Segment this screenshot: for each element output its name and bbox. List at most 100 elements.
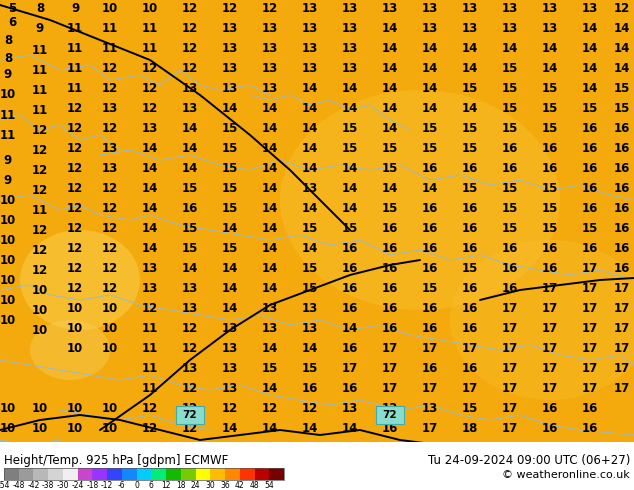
- Text: 15: 15: [582, 221, 598, 235]
- Text: 16: 16: [614, 201, 630, 215]
- Text: 15: 15: [222, 142, 238, 154]
- Text: 14: 14: [382, 22, 398, 34]
- Text: 14: 14: [262, 221, 278, 235]
- Text: 15: 15: [542, 201, 558, 215]
- Text: 16: 16: [382, 262, 398, 274]
- Text: 14: 14: [142, 201, 158, 215]
- Bar: [254, 468, 269, 480]
- Text: 13: 13: [422, 22, 438, 34]
- Text: 12: 12: [162, 481, 171, 490]
- Text: 15: 15: [422, 142, 438, 154]
- Text: 10: 10: [67, 321, 83, 335]
- Text: 9: 9: [4, 153, 12, 167]
- Text: 12: 12: [182, 42, 198, 54]
- Text: 54: 54: [264, 481, 274, 490]
- Text: 16: 16: [342, 281, 358, 294]
- Text: 6: 6: [149, 481, 154, 490]
- Text: 10: 10: [102, 301, 118, 315]
- Text: 15: 15: [542, 81, 558, 95]
- Text: 14: 14: [142, 242, 158, 254]
- Text: 13: 13: [582, 1, 598, 15]
- Text: 17: 17: [614, 281, 630, 294]
- Text: 13: 13: [302, 321, 318, 335]
- Text: 16: 16: [422, 242, 438, 254]
- Text: 17: 17: [582, 321, 598, 335]
- Text: 17: 17: [462, 342, 478, 354]
- Text: 17: 17: [542, 382, 558, 394]
- Text: 12: 12: [67, 101, 83, 115]
- Text: 12: 12: [102, 122, 118, 134]
- Text: 12: 12: [102, 221, 118, 235]
- Text: 15: 15: [302, 281, 318, 294]
- Text: 17: 17: [422, 421, 438, 435]
- Text: 14: 14: [262, 342, 278, 354]
- Text: 17: 17: [614, 321, 630, 335]
- Text: 16: 16: [422, 162, 438, 174]
- Text: 16: 16: [342, 301, 358, 315]
- Text: 13: 13: [182, 362, 198, 374]
- Bar: [195, 468, 210, 480]
- Text: 14: 14: [222, 421, 238, 435]
- Text: 8: 8: [36, 1, 44, 15]
- Text: 10: 10: [142, 1, 158, 15]
- Text: 17: 17: [614, 362, 630, 374]
- Text: 14: 14: [182, 122, 198, 134]
- Text: 17: 17: [342, 362, 358, 374]
- Text: 16: 16: [342, 242, 358, 254]
- Text: 10: 10: [0, 89, 16, 101]
- Text: 16: 16: [582, 201, 598, 215]
- Text: 12: 12: [32, 123, 48, 137]
- Text: 10: 10: [102, 342, 118, 354]
- Text: 15: 15: [382, 142, 398, 154]
- Text: 9: 9: [36, 22, 44, 34]
- Text: 12: 12: [614, 1, 630, 15]
- Text: 14: 14: [382, 81, 398, 95]
- Text: 13: 13: [542, 22, 558, 34]
- Text: 14: 14: [262, 181, 278, 195]
- Text: 12: 12: [32, 183, 48, 196]
- Text: 13: 13: [462, 22, 478, 34]
- Text: 10: 10: [0, 234, 16, 246]
- Text: 12: 12: [182, 401, 198, 415]
- Text: 16: 16: [422, 321, 438, 335]
- Text: 12: 12: [32, 164, 48, 176]
- Text: 16: 16: [582, 242, 598, 254]
- Text: 72: 72: [183, 410, 197, 420]
- Bar: [225, 468, 240, 480]
- Text: 12: 12: [32, 144, 48, 156]
- Text: 13: 13: [222, 81, 238, 95]
- Text: 17: 17: [542, 321, 558, 335]
- Text: 17: 17: [542, 362, 558, 374]
- Text: 13: 13: [302, 62, 318, 74]
- Text: 16: 16: [382, 301, 398, 315]
- Text: 16: 16: [382, 281, 398, 294]
- Text: 16: 16: [462, 301, 478, 315]
- Text: 10: 10: [0, 294, 16, 307]
- Text: 16: 16: [614, 242, 630, 254]
- Text: 14: 14: [262, 382, 278, 394]
- Text: 15: 15: [542, 122, 558, 134]
- Text: 16: 16: [614, 262, 630, 274]
- Text: 15: 15: [182, 242, 198, 254]
- Text: 11: 11: [0, 128, 16, 142]
- Text: 16: 16: [542, 242, 558, 254]
- Bar: [0, 442, 634, 490]
- Text: -42: -42: [27, 481, 40, 490]
- Text: 13: 13: [262, 62, 278, 74]
- Text: 17: 17: [542, 301, 558, 315]
- Text: 13: 13: [102, 162, 118, 174]
- Text: 13: 13: [222, 42, 238, 54]
- Text: 15: 15: [502, 62, 518, 74]
- Text: 12: 12: [102, 181, 118, 195]
- Bar: [4, 468, 19, 480]
- Text: 0: 0: [134, 481, 139, 490]
- Text: 13: 13: [262, 22, 278, 34]
- Text: 14: 14: [262, 101, 278, 115]
- Text: 17: 17: [502, 401, 518, 415]
- Text: 15: 15: [502, 101, 518, 115]
- Text: 12: 12: [67, 281, 83, 294]
- Text: 15: 15: [614, 81, 630, 95]
- Text: 17: 17: [614, 301, 630, 315]
- Text: 17: 17: [582, 362, 598, 374]
- Text: 12: 12: [182, 382, 198, 394]
